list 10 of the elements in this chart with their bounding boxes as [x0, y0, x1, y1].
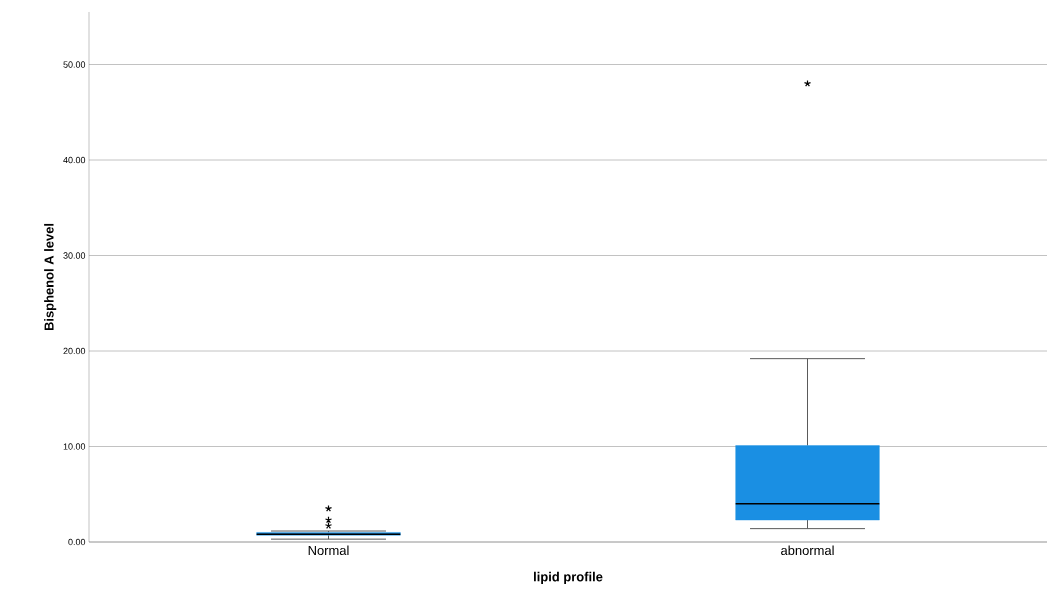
x-axis-title: lipid profile [534, 571, 603, 584]
x-tick-label: Normal [308, 545, 349, 556]
y-tick-label: 20.00 [63, 347, 86, 355]
y-axis-title: Bisphenol A level [44, 223, 57, 331]
y-tick-label: 50.00 [63, 61, 86, 68]
y-tick-label: 10.00 [63, 443, 86, 450]
x-tick-label: abnormal [781, 545, 834, 556]
y-tick-label: 0.00 [68, 538, 86, 546]
y-tick-label: 40.00 [63, 156, 86, 164]
y-tick-label: 30.00 [63, 252, 86, 259]
